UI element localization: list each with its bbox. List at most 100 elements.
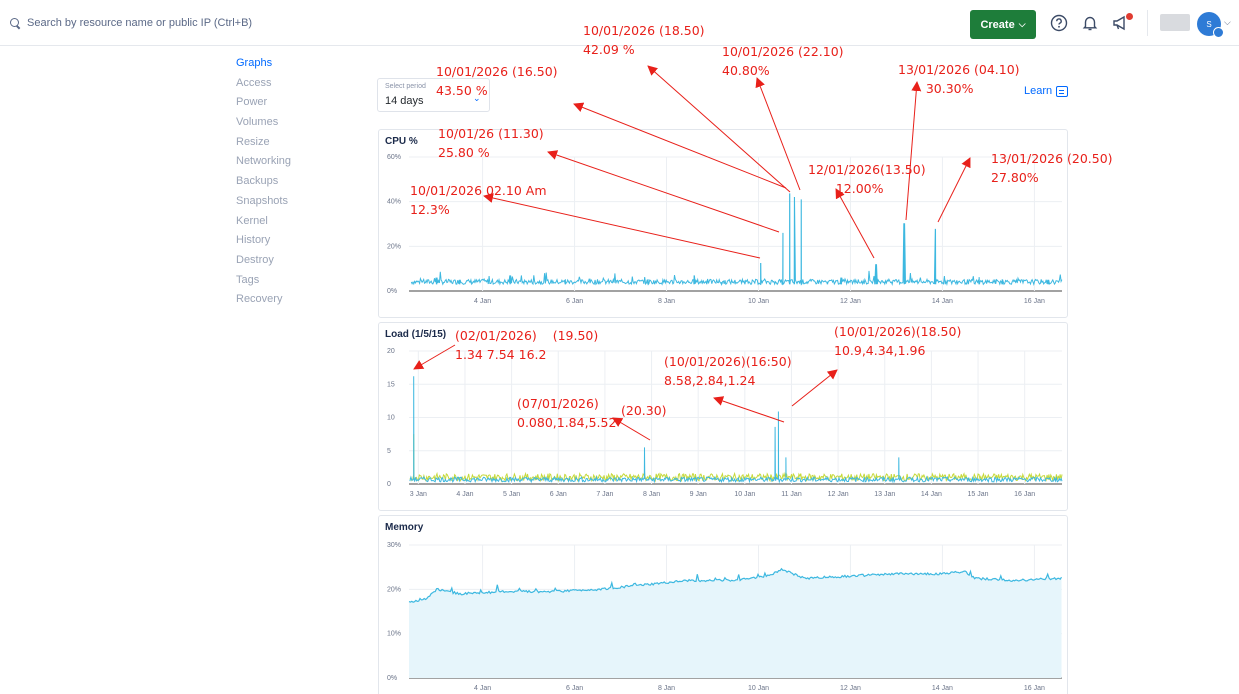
chevron-down-icon: ⌵ <box>1018 19 1026 29</box>
load-x-tick-label: 3 Jan <box>410 491 427 498</box>
create-label: Create <box>980 18 1015 31</box>
sidebar-item-access[interactable]: Access <box>236 76 272 89</box>
cpu-y-tick-label: 20% <box>387 243 401 250</box>
annotation-cpu-0410: 13/01/2026 (04.10) 30.30% <box>898 62 1020 96</box>
top-bar: Search by resource name or public IP (Ct… <box>0 0 1239 46</box>
period-select[interactable]: Select period 14 days ⌄ <box>377 78 490 112</box>
annotation-load-2030: (20.30) <box>621 403 667 418</box>
memory-x-tick-label: 4 Jan <box>474 685 491 692</box>
annotation-cpu-1650: 10/01/2026 (16.50) 43.50 % <box>436 64 558 98</box>
megaphone-icon[interactable] <box>1111 13 1131 33</box>
cpu-x-tick-label: 6 Jan <box>566 298 583 305</box>
cpu-x-tick-label: 16 Jan <box>1024 298 1045 305</box>
memory-y-tick-label: 20% <box>387 586 401 593</box>
learn-link[interactable]: Learn <box>1024 85 1069 97</box>
learn-label: Learn <box>1024 85 1053 97</box>
memory-x-tick-label: 16 Jan <box>1024 685 1045 692</box>
load-y-tick-label: 15 <box>387 381 395 388</box>
load-y-tick-label: 0 <box>387 481 391 488</box>
memory-y-tick-label: 0% <box>387 675 397 682</box>
annotation-cpu-1350: 12/01/2026(13.50) 12.00% <box>808 162 926 196</box>
load-x-tick-label: 14 Jan <box>921 491 942 498</box>
team-selector[interactable] <box>1160 14 1190 31</box>
book-icon <box>1056 85 1069 97</box>
memory-chart-title: Memory <box>385 522 424 533</box>
search-icon <box>10 17 21 29</box>
period-select-value: 14 days <box>385 95 424 107</box>
annotation-cpu-0210: 10/01/2026 02.10 Am 12.3% <box>410 183 547 217</box>
cpu-x-tick-label: 12 Jan <box>840 298 861 305</box>
help-icon[interactable] <box>1049 13 1069 33</box>
sidebar-item-recovery[interactable]: Recovery <box>236 293 283 306</box>
load-x-tick-label: 9 Jan <box>690 491 707 498</box>
sidebar-item-networking[interactable]: Networking <box>236 155 292 168</box>
load-x-tick-label: 13 Jan <box>874 491 895 498</box>
memory-x-tick-label: 10 Jan <box>748 685 769 692</box>
memory-x-tick-label: 6 Jan <box>566 685 583 692</box>
load-series-line <box>409 434 1063 483</box>
sidebar-item-resize[interactable]: Resize <box>236 135 270 148</box>
cpu-y-tick-label: 60% <box>387 154 401 161</box>
memory-series-area <box>409 568 1062 678</box>
annotation-cpu-1850: 10/01/2026 (18.50) 42.09 % <box>583 23 705 57</box>
memory-x-tick-label: 8 Jan <box>658 685 675 692</box>
load-x-tick-label: 12 Jan <box>828 491 849 498</box>
sidebar-item-destroy[interactable]: Destroy <box>236 253 274 266</box>
memory-chart: 0% 10% 20% 30% 4 Jan 6 Jan 8 Jan 10 Jan 12 Jan 14… <box>387 542 1063 692</box>
droplet-sidebar: Graphs Access Power Volumes Resize Netwo… <box>236 56 346 312</box>
cpu-x-tick-label: 14 Jan <box>932 298 953 305</box>
memory-y-tick-label: 30% <box>387 542 401 549</box>
load-y-tick-label: 5 <box>387 448 391 455</box>
sidebar-item-history[interactable]: History <box>236 234 271 247</box>
load-y-tick-label: 10 <box>387 415 395 422</box>
divider <box>1147 10 1148 36</box>
notification-dot <box>1126 13 1133 20</box>
load-chart-title: Load (1/5/15) <box>385 329 447 340</box>
sidebar-item-graphs[interactable]: Graphs <box>236 57 273 69</box>
sidebar-item-power[interactable]: Power <box>236 96 268 109</box>
memory-series-line <box>408 567 1063 603</box>
load-x-tick-label: 8 Jan <box>643 491 660 498</box>
memory-x-tick-label: 12 Jan <box>840 685 861 692</box>
load-x-tick-label: 10 Jan <box>734 491 755 498</box>
load-x-tick-label: 15 Jan <box>968 491 989 498</box>
load-series-line <box>409 376 1063 484</box>
load-x-tick-label: 11 Jan <box>781 491 802 498</box>
annotation-cpu-2050: 13/01/2026 (20.50) 27.80% <box>991 151 1113 185</box>
annotation-cpu-1130: 10/01/26 (11.30) 25.80 % <box>438 126 544 160</box>
load-chart: 0 5 10 15 20 3 Jan 4 Jan 5 Jan 6 Jan 7 Jan 8 Jan 9 … <box>387 348 1063 498</box>
sidebar-item-snapshots[interactable]: Snapshots <box>236 194 288 207</box>
cpu-chart-title: CPU % <box>385 136 418 147</box>
annotation-load-1650: (10/01/2026)(16:50) 8.58,2.84,1.24 <box>664 354 792 388</box>
annotation-load-0701: (07/01/2026) 0.080,1.84,5.52 <box>517 396 617 430</box>
memory-y-tick-label: 10% <box>387 631 401 638</box>
cpu-y-tick-label: 0% <box>387 288 397 295</box>
chevron-down-icon: ⌄ <box>473 93 481 103</box>
cpu-series-line <box>410 193 1063 287</box>
memory-x-tick-label: 14 Jan <box>932 685 953 692</box>
sidebar-item-backups[interactable]: Backups <box>236 175 279 188</box>
sidebar-item-kernel[interactable]: Kernel <box>236 214 268 227</box>
sidebar-item-tags[interactable]: Tags <box>236 273 260 286</box>
load-x-tick-label: 16 Jan <box>1014 491 1035 498</box>
sidebar-item-volumes[interactable]: Volumes <box>236 116 279 129</box>
annotation-cpu-2210: 10/01/2026 (22.10) 40.80% <box>722 44 844 78</box>
period-select-label: Select period <box>385 83 426 90</box>
cpu-x-tick-label: 10 Jan <box>748 298 769 305</box>
annotation-load-1850: (10/01/2026)(18.50) 10.9,4.34,1.96 <box>834 324 962 358</box>
load-y-tick-label: 20 <box>387 348 395 355</box>
load-x-tick-label: 5 Jan <box>503 491 520 498</box>
avatar-badge <box>1213 27 1224 38</box>
memory-chart-card: 0% 10% 20% 30% 4 Jan 6 Jan 8 Jan 10 Jan 12 Jan 14… <box>378 515 1068 694</box>
annotation-load-0201: (02/01/2026) (19.50) 1.34 7.54 16.2 <box>455 328 599 362</box>
load-x-tick-label: 4 Jan <box>456 491 473 498</box>
search-input[interactable]: Search by resource name or public IP (Ct… <box>27 17 253 29</box>
create-button[interactable]: Create ⌵ <box>970 10 1036 39</box>
cpu-x-tick-label: 8 Jan <box>658 298 675 305</box>
load-x-tick-label: 6 Jan <box>550 491 567 498</box>
chevron-down-icon[interactable]: ⌵ <box>1224 17 1231 27</box>
load-x-tick-label: 7 Jan <box>596 491 613 498</box>
bell-icon[interactable] <box>1080 13 1100 33</box>
cpu-y-tick-label: 40% <box>387 199 401 206</box>
search-bar[interactable]: Search by resource name or public IP (Ct… <box>10 14 252 32</box>
